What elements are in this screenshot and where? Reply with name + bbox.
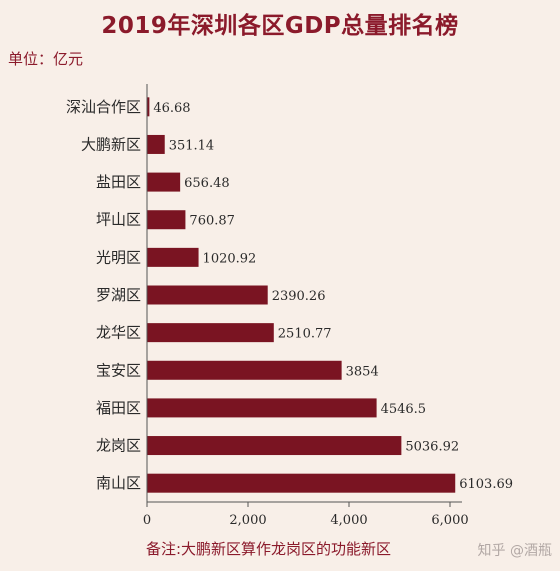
value-label: 46.68 [153,101,190,116]
watermark: 知乎 @酒瓶 [477,543,552,559]
bar [147,247,199,267]
value-label: 3854 [346,364,379,379]
bar [147,398,377,418]
bar [147,210,186,230]
bar [147,97,150,117]
category-label: 盐田区 [96,173,141,191]
category-label: 深汕合作区 [66,98,141,116]
category-label: 光明区 [96,248,141,266]
x-tick-label: 0 [143,513,151,528]
category-label: 龙华区 [96,324,141,342]
value-label: 5036.92 [405,440,459,455]
unit-label: 单位：亿元 [8,50,84,68]
value-label: 760.87 [189,214,235,229]
value-label: 351.14 [169,138,215,153]
bar [147,436,402,456]
value-label: 2390.26 [272,289,326,304]
category-label: 罗湖区 [96,286,141,304]
value-label: 656.48 [184,176,230,191]
bar [147,473,456,493]
bar [147,323,274,343]
value-label: 2510.77 [278,327,332,342]
x-tick-label: 2,000 [229,513,266,528]
x-tick-label: 4,000 [330,513,367,528]
category-label: 南山区 [96,474,141,492]
chart-title: 2019年深圳各区GDP总量排名榜 [101,13,459,39]
x-ticks-layer: 0 2,000 4,000 6,000 [143,502,469,528]
category-label: 福田区 [96,399,141,417]
bar [147,285,268,305]
value-label: 6103.69 [459,477,513,492]
footnote: 备注:大鹏新区算作龙岗区的功能新区 [146,540,392,558]
value-label: 1020.92 [203,251,257,266]
value-label: 4546.5 [381,402,427,417]
category-label: 龙岗区 [96,437,141,455]
category-label: 大鹏新区 [81,135,141,153]
bar [147,172,181,192]
x-tick-label: 6,000 [431,513,468,528]
bar [147,360,342,380]
bars-layer: 深汕合作区 46.68 大鹏新区 351.14 盐田区 656.48 坪山区 760.87 光明… [66,97,513,493]
bar [147,134,165,154]
category-label: 坪山区 [96,211,141,229]
category-label: 宝安区 [96,361,141,379]
